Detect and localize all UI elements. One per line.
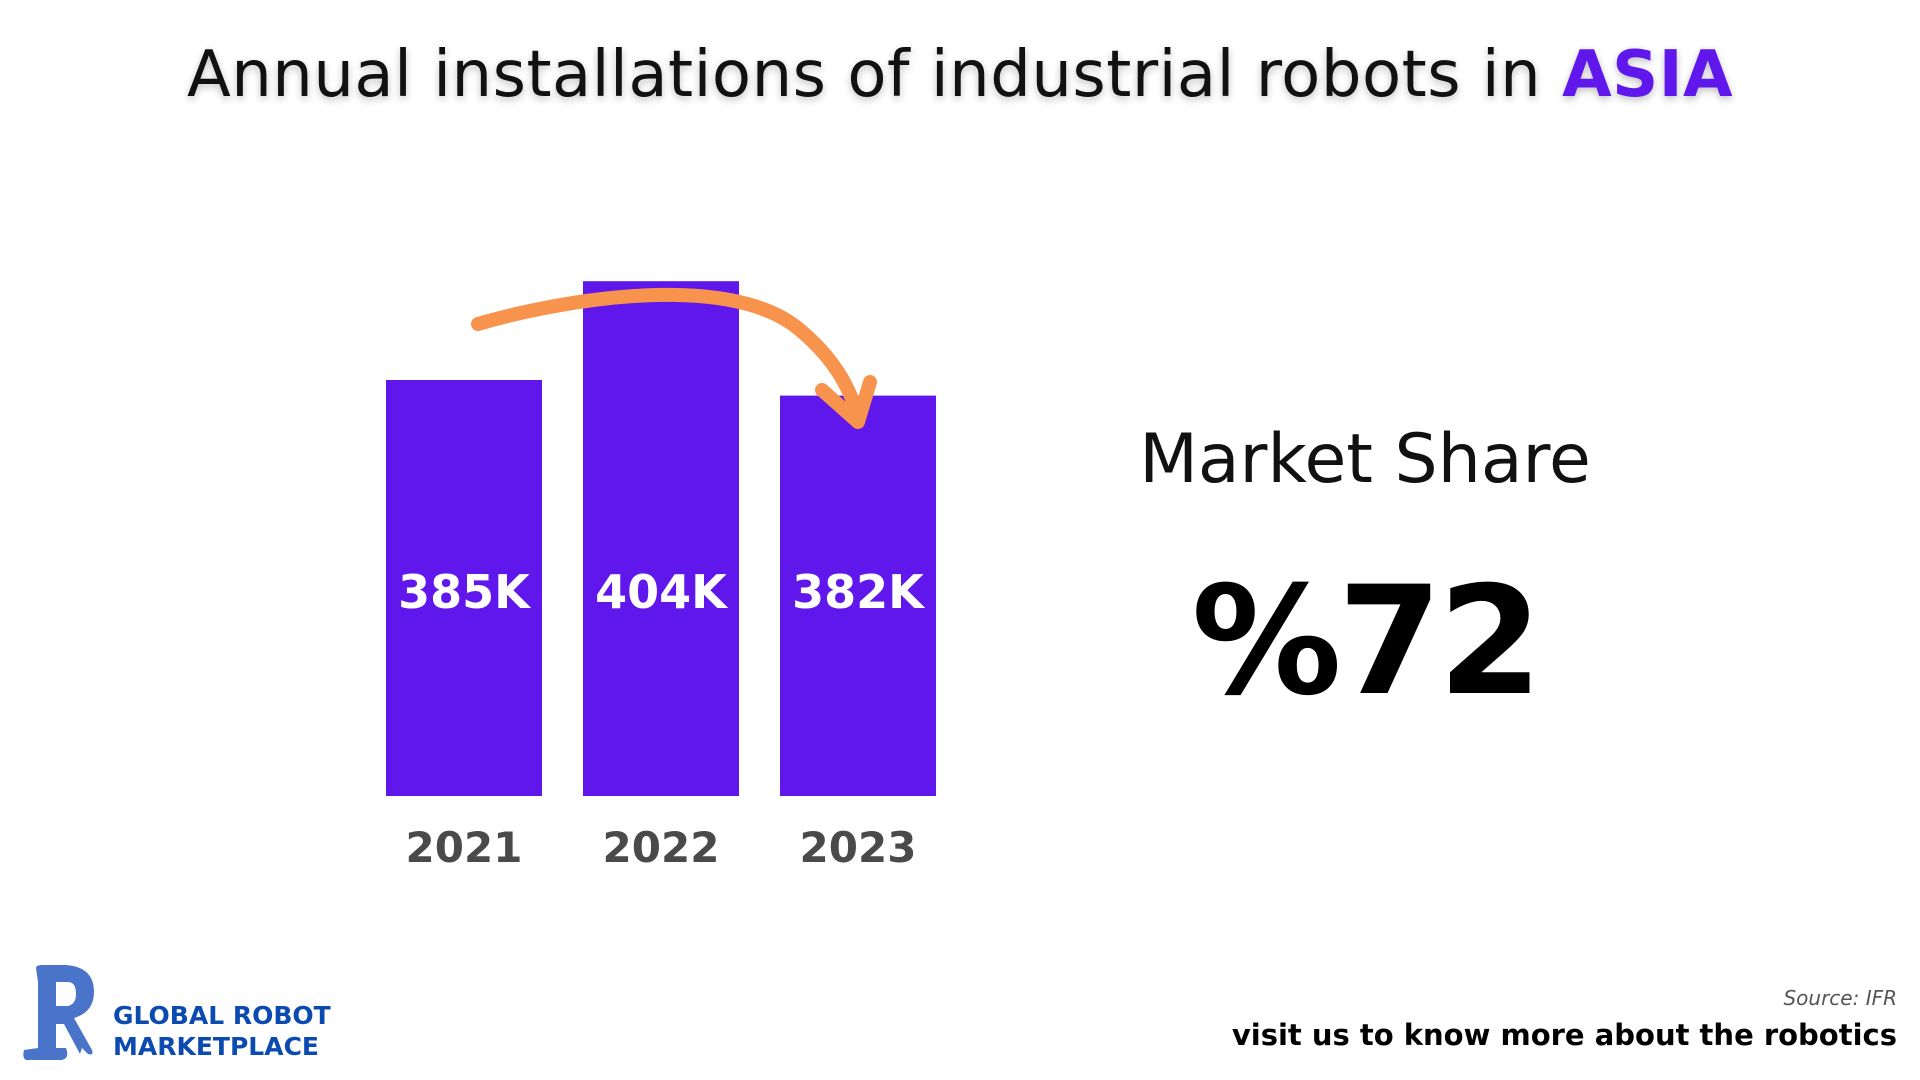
logo-icon [23, 965, 94, 1060]
market-share-label: Market Share [1139, 420, 1591, 499]
bar-2022 [583, 281, 739, 796]
bar-2023 [780, 395, 936, 796]
bar-value-label: 382K [792, 565, 926, 619]
logo-line1: GLOBAL ROBOT [113, 1001, 331, 1030]
cta-link[interactable]: visit us to know more about the robotics [1231, 1018, 1897, 1052]
trend-arrow [471, 287, 865, 425]
bar-value-label: 404K [595, 565, 729, 619]
market-share-value: %72 [1191, 555, 1542, 729]
logo-text: GLOBAL ROBOT MARKETPLACE [113, 1000, 331, 1062]
x-tick-label: 2021 [406, 823, 523, 872]
x-tick-label: 2023 [800, 823, 917, 872]
title-text: Annual installations of industrial robot… [186, 38, 1542, 112]
logo-line2: MARKETPLACE [113, 1032, 320, 1061]
x-tick-label: 2022 [603, 823, 720, 872]
bar-2021 [386, 380, 542, 796]
bar-value-label: 385K [398, 565, 532, 619]
title-accent: ASIA [1562, 38, 1734, 112]
trend-arrow-head [815, 375, 877, 429]
chart-title: Annual installations of industrial robot… [0, 38, 1920, 112]
source-note: Source: IFR [1783, 986, 1897, 1010]
